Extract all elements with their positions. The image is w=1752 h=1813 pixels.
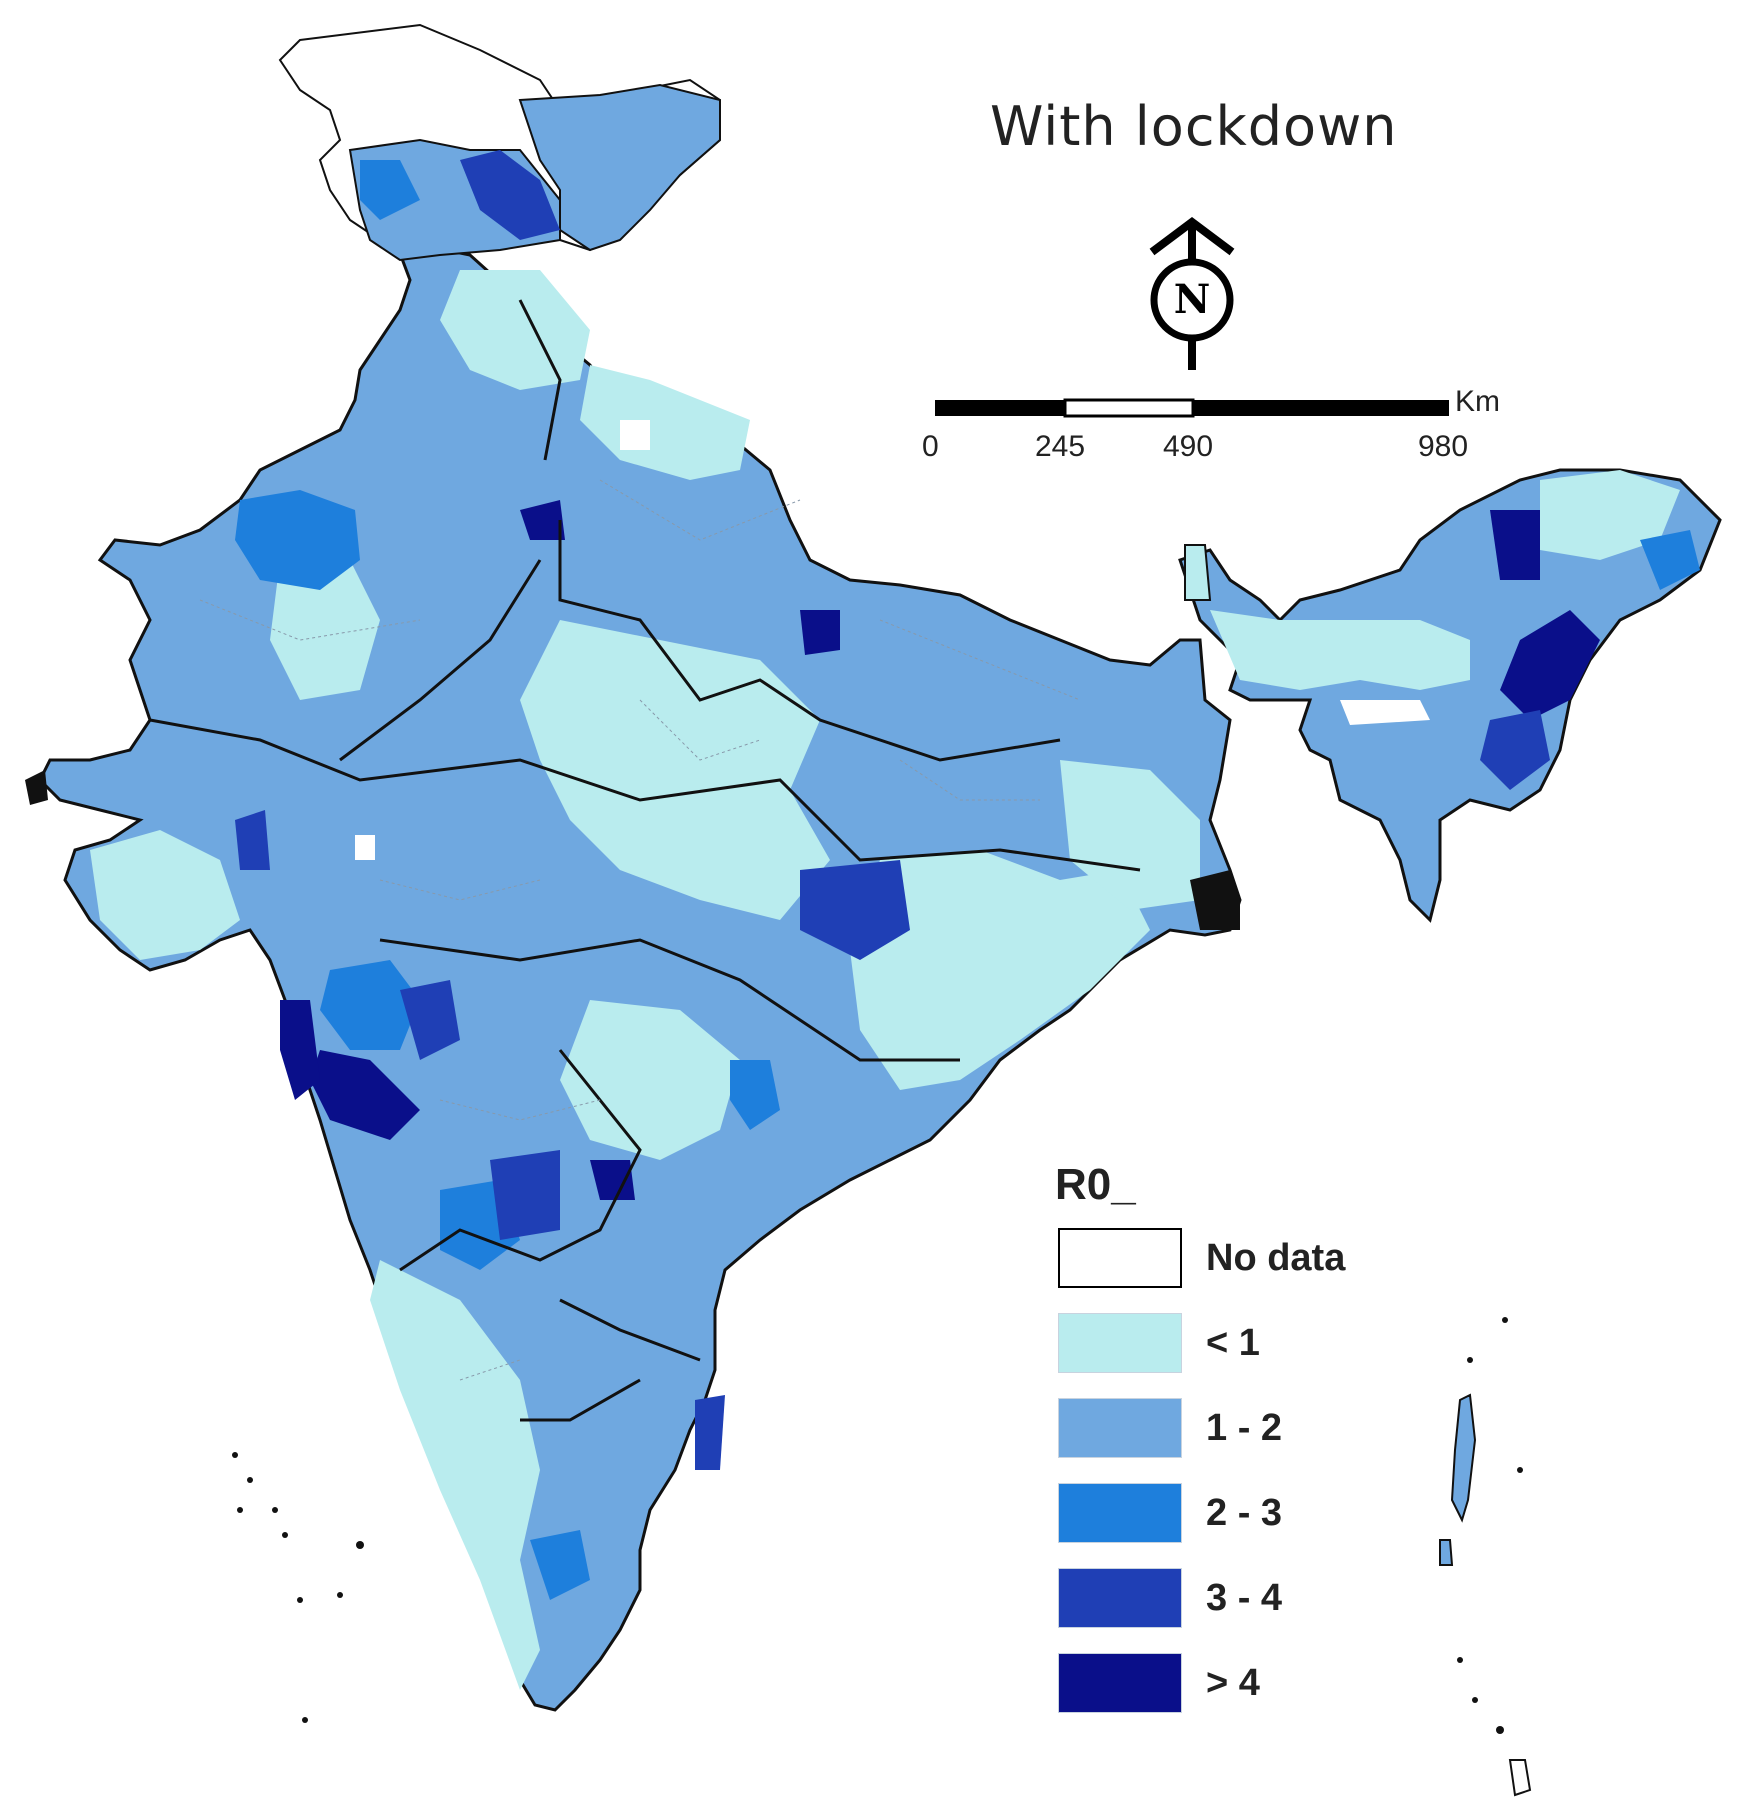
north-arrow-letter: N	[1173, 276, 1211, 323]
island-dot	[1472, 1697, 1478, 1703]
lakshadweep-islands	[232, 1452, 364, 1723]
legend-label: 3 - 4	[1206, 1576, 1283, 1619]
north-arrow-icon	[1149, 217, 1235, 370]
legend-swatch	[1058, 1653, 1182, 1713]
region-2to3-maharashtra	[320, 960, 420, 1050]
map-title: With lockdown	[990, 95, 1398, 158]
legend-label: 2 - 3	[1206, 1491, 1283, 1534]
scale-segment-1	[935, 400, 1065, 416]
legend-swatch	[1058, 1228, 1182, 1288]
legend-swatch	[1058, 1313, 1182, 1373]
scale-bar	[935, 398, 1449, 418]
region-lt1-westbengal	[1060, 760, 1200, 910]
andaman-shape	[1450, 1393, 1477, 1523]
scale-segment-2	[1063, 398, 1195, 418]
island-dot	[1496, 1726, 1504, 1734]
region-3to4-hyderabad	[490, 1150, 560, 1240]
state-boundaries	[149, 299, 1141, 1422]
island-dot	[1517, 1467, 1523, 1473]
island-dot	[247, 1477, 253, 1483]
region-lt1-northwest	[440, 270, 590, 390]
scale-tick-490: 490	[1163, 430, 1214, 463]
scale-tick-0: 0	[922, 430, 939, 463]
island-dot	[1467, 1357, 1473, 1363]
legend-item-no-data: No data	[1058, 1228, 1345, 1288]
legend-item-1to2: 1 - 2	[1058, 1398, 1282, 1458]
kutch-coast	[25, 770, 48, 805]
region-lt1-uttarakhand	[580, 365, 750, 480]
region-3to4-mumbai	[400, 980, 460, 1060]
region-gt4-coast	[280, 1000, 320, 1100]
legend-label: < 1	[1206, 1321, 1260, 1364]
region-gt4-lucknow	[800, 610, 840, 655]
scale-unit: Km	[1455, 385, 1500, 418]
region-gt4-telangana	[590, 1160, 635, 1200]
region-3to4-chennai	[695, 1395, 725, 1470]
island-dot	[356, 1541, 364, 1549]
nicobar-shape	[1508, 1759, 1532, 1797]
island-dot	[1457, 1657, 1463, 1663]
legend-swatch	[1058, 1398, 1182, 1458]
island-dot	[237, 1507, 243, 1513]
legend-label: > 4	[1206, 1661, 1260, 1704]
legend-item-lt1: < 1	[1058, 1313, 1260, 1373]
northeast-lt1-arunachal	[1540, 470, 1680, 560]
north-region	[278, 23, 721, 262]
north-2to3-shape	[360, 160, 420, 220]
island-dot	[272, 1507, 278, 1513]
region-lt1-east	[850, 850, 1150, 1090]
region-lt1-telangana	[560, 1000, 740, 1160]
legend-title: R0_	[1055, 1160, 1136, 1209]
region-2to3-rajasthan	[235, 490, 360, 590]
island-dot	[337, 1592, 343, 1598]
region-gt4-pune	[310, 1050, 420, 1140]
island-dot	[297, 1597, 303, 1603]
andaman-south-shape	[1439, 1539, 1454, 1566]
northeast-region	[1178, 468, 1722, 923]
island-dot	[232, 1452, 238, 1458]
legend-swatch	[1058, 1483, 1182, 1543]
region-3to4-gujarat	[235, 810, 270, 870]
region-2to3-tn	[530, 1530, 590, 1600]
scale-segment-3	[1193, 400, 1449, 416]
region-2to3-odisha	[730, 1060, 780, 1130]
legend-item-2to3: 2 - 3	[1058, 1483, 1282, 1543]
legend-swatch	[1058, 1568, 1182, 1628]
northeast-nodata-shape	[1340, 700, 1430, 725]
island-dot	[302, 1717, 308, 1723]
region-3to4-chhattisgarh	[800, 860, 910, 960]
andaman-nicobar-islands	[1439, 1317, 1532, 1797]
region-lt1-gujarat	[90, 830, 240, 960]
sikkim-shape	[1184, 544, 1212, 601]
region-lt1-rajasthan	[270, 560, 380, 700]
mainland	[38, 237, 1242, 1712]
scale-tick-245: 245	[1035, 430, 1086, 463]
region-gt4-delhi	[520, 500, 565, 540]
north-gt4-shape	[460, 150, 560, 240]
northeast-gt4-arunachal	[1490, 510, 1540, 580]
northeast-gt4-shape	[1500, 610, 1600, 720]
northeast-lt1-shape	[1210, 610, 1470, 690]
legend-label: No data	[1206, 1236, 1346, 1279]
legend-item-3to4: 3 - 4	[1058, 1568, 1282, 1628]
region-nodata-1	[620, 420, 650, 450]
legend-label: 1 - 2	[1206, 1406, 1283, 1449]
northeast-shape	[1178, 468, 1722, 923]
island-dot	[1502, 1317, 1508, 1323]
region-lt1-central	[520, 620, 830, 920]
region-nodata-2	[355, 835, 375, 860]
legend-item-gt4: > 4	[1058, 1653, 1260, 1713]
district-boundaries	[199, 479, 1081, 1381]
northeast-2to3-shape	[1640, 530, 1700, 590]
island-dot	[282, 1532, 288, 1538]
northeast-3to4-shape	[1480, 710, 1550, 790]
scale-tick-980: 980	[1418, 430, 1469, 463]
region-lt1-south	[370, 1260, 540, 1690]
sundarbans-coast	[1190, 870, 1240, 930]
north-ladakh-shape	[518, 83, 721, 252]
